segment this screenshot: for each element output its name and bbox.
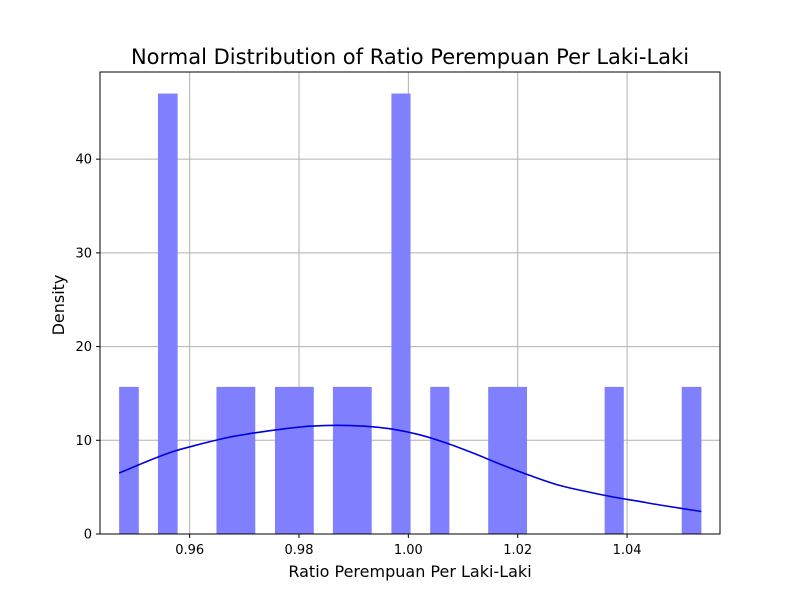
histogram-bar xyxy=(681,386,702,534)
x-tick-label: 1.04 xyxy=(613,543,642,558)
histogram-bar xyxy=(332,386,372,534)
bars-layer xyxy=(119,93,702,535)
y-tick-label: 0 xyxy=(84,528,92,543)
histogram-bar xyxy=(216,386,256,534)
y-tick-label: 40 xyxy=(75,153,92,168)
histogram-bar xyxy=(430,386,450,534)
x-tick-label: 0.98 xyxy=(285,543,314,558)
x-tick-label: 1.00 xyxy=(394,543,423,558)
histogram-bar xyxy=(391,93,411,535)
y-tick-label: 10 xyxy=(75,434,92,449)
plot-frame xyxy=(99,71,721,535)
x-tick-label: 1.02 xyxy=(503,543,532,558)
histogram-bar xyxy=(157,93,178,535)
y-axis-label: Density xyxy=(49,275,68,336)
kde-layer xyxy=(118,424,702,513)
histogram-bar xyxy=(119,386,139,534)
kde-curve xyxy=(118,424,702,513)
x-axis-label: Ratio Perempuan Per Laki-Laki xyxy=(288,562,531,581)
y-tick-label: 20 xyxy=(75,340,92,355)
chart-title: Normal Distribution of Ratio Perempuan P… xyxy=(131,45,689,69)
histogram-bar xyxy=(604,386,624,534)
histogram-bar xyxy=(274,386,314,534)
x-tick-label: 0.96 xyxy=(175,543,204,558)
y-axis: 0 10 20 30 40 xyxy=(75,153,100,543)
x-axis: 0.96 0.98 1.00 1.02 1.04 xyxy=(175,534,642,558)
y-tick-label: 30 xyxy=(75,246,92,261)
histogram-bar xyxy=(488,386,528,534)
